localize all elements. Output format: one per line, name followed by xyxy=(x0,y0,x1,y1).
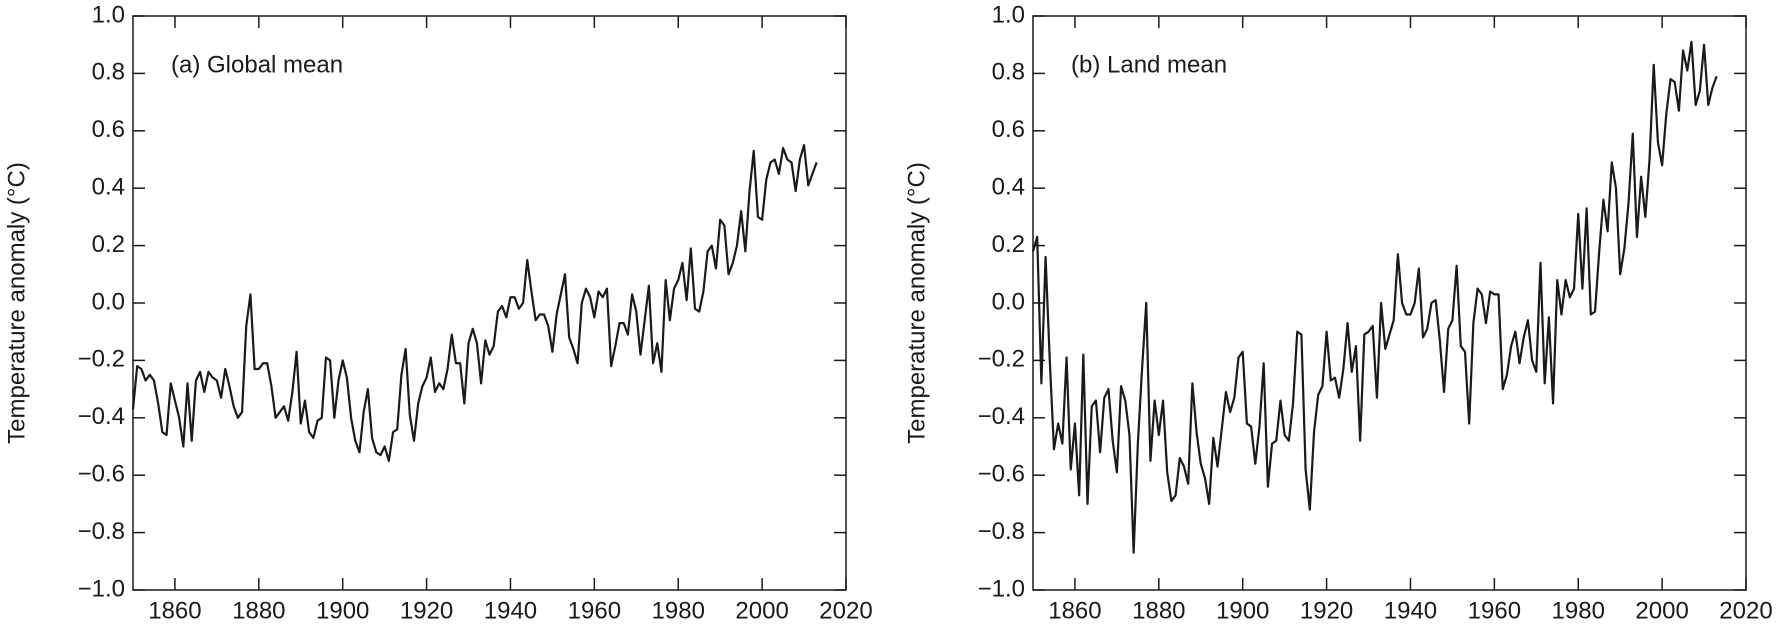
x-tick-label: 1980 xyxy=(1552,597,1605,624)
x-tick-label: 2000 xyxy=(1635,597,1688,624)
y-tick-label: −0.6 xyxy=(978,461,1025,488)
x-tick-label: 1940 xyxy=(1384,597,1437,624)
y-tick-label: −1.0 xyxy=(978,575,1025,602)
x-tick-label: 1900 xyxy=(316,597,369,624)
x-tick-label: 2020 xyxy=(1719,597,1772,624)
data-line xyxy=(131,144,818,462)
x-tick-label: 1940 xyxy=(484,597,537,624)
y-tick-label: 0.4 xyxy=(992,174,1025,201)
x-tick-label: 1900 xyxy=(1216,597,1269,624)
y-tick-label: −0.8 xyxy=(978,518,1025,545)
y-tick-label: 0.6 xyxy=(92,116,125,143)
data-line xyxy=(1031,40,1718,554)
y-tick-label: −0.8 xyxy=(78,518,125,545)
panel-annotation: (b) Land mean xyxy=(1071,51,1227,78)
x-tick-label: 1880 xyxy=(1132,597,1185,624)
y-tick-label: 0.0 xyxy=(92,288,125,315)
y-tick-label: 0.2 xyxy=(992,231,1025,258)
x-tick-label: 1920 xyxy=(1300,597,1353,624)
y-tick-label: 0.0 xyxy=(992,288,1025,315)
panel-annotation: (a) Global mean xyxy=(171,51,343,78)
x-tick-label: 2000 xyxy=(735,597,788,624)
y-tick-label: −0.4 xyxy=(78,403,125,430)
x-tick-label: 1960 xyxy=(1468,597,1521,624)
x-tick-label: 2020 xyxy=(819,597,872,624)
y-tick-label: 0.6 xyxy=(992,116,1025,143)
y-tick-label: −0.6 xyxy=(78,461,125,488)
y-tick-label: 0.4 xyxy=(92,174,125,201)
plot-frame xyxy=(1032,15,1747,591)
y-tick-label: −0.2 xyxy=(78,346,125,373)
y-tick-label: 1.0 xyxy=(992,1,1025,28)
y-tick-label: 1.0 xyxy=(92,1,125,28)
y-tick-label: −1.0 xyxy=(78,575,125,602)
y-axis-title: Temperature anomaly (°C) xyxy=(3,162,30,444)
x-tick-label: 1980 xyxy=(652,597,705,624)
x-tick-label: 1880 xyxy=(232,597,285,624)
y-tick-label: 0.8 xyxy=(92,59,125,86)
y-tick-label: 0.8 xyxy=(992,59,1025,86)
x-tick-label: 1860 xyxy=(1048,597,1101,624)
x-tick-label: 1920 xyxy=(400,597,453,624)
y-tick-label: 0.2 xyxy=(92,231,125,258)
x-tick-label: 1960 xyxy=(568,597,621,624)
y-tick-label: −0.4 xyxy=(978,403,1025,430)
y-tick-label: −0.2 xyxy=(978,346,1025,373)
plot-frame xyxy=(132,15,847,591)
x-tick-label: 1860 xyxy=(148,597,201,624)
y-axis-title: Temperature anomaly (°C) xyxy=(903,162,930,444)
